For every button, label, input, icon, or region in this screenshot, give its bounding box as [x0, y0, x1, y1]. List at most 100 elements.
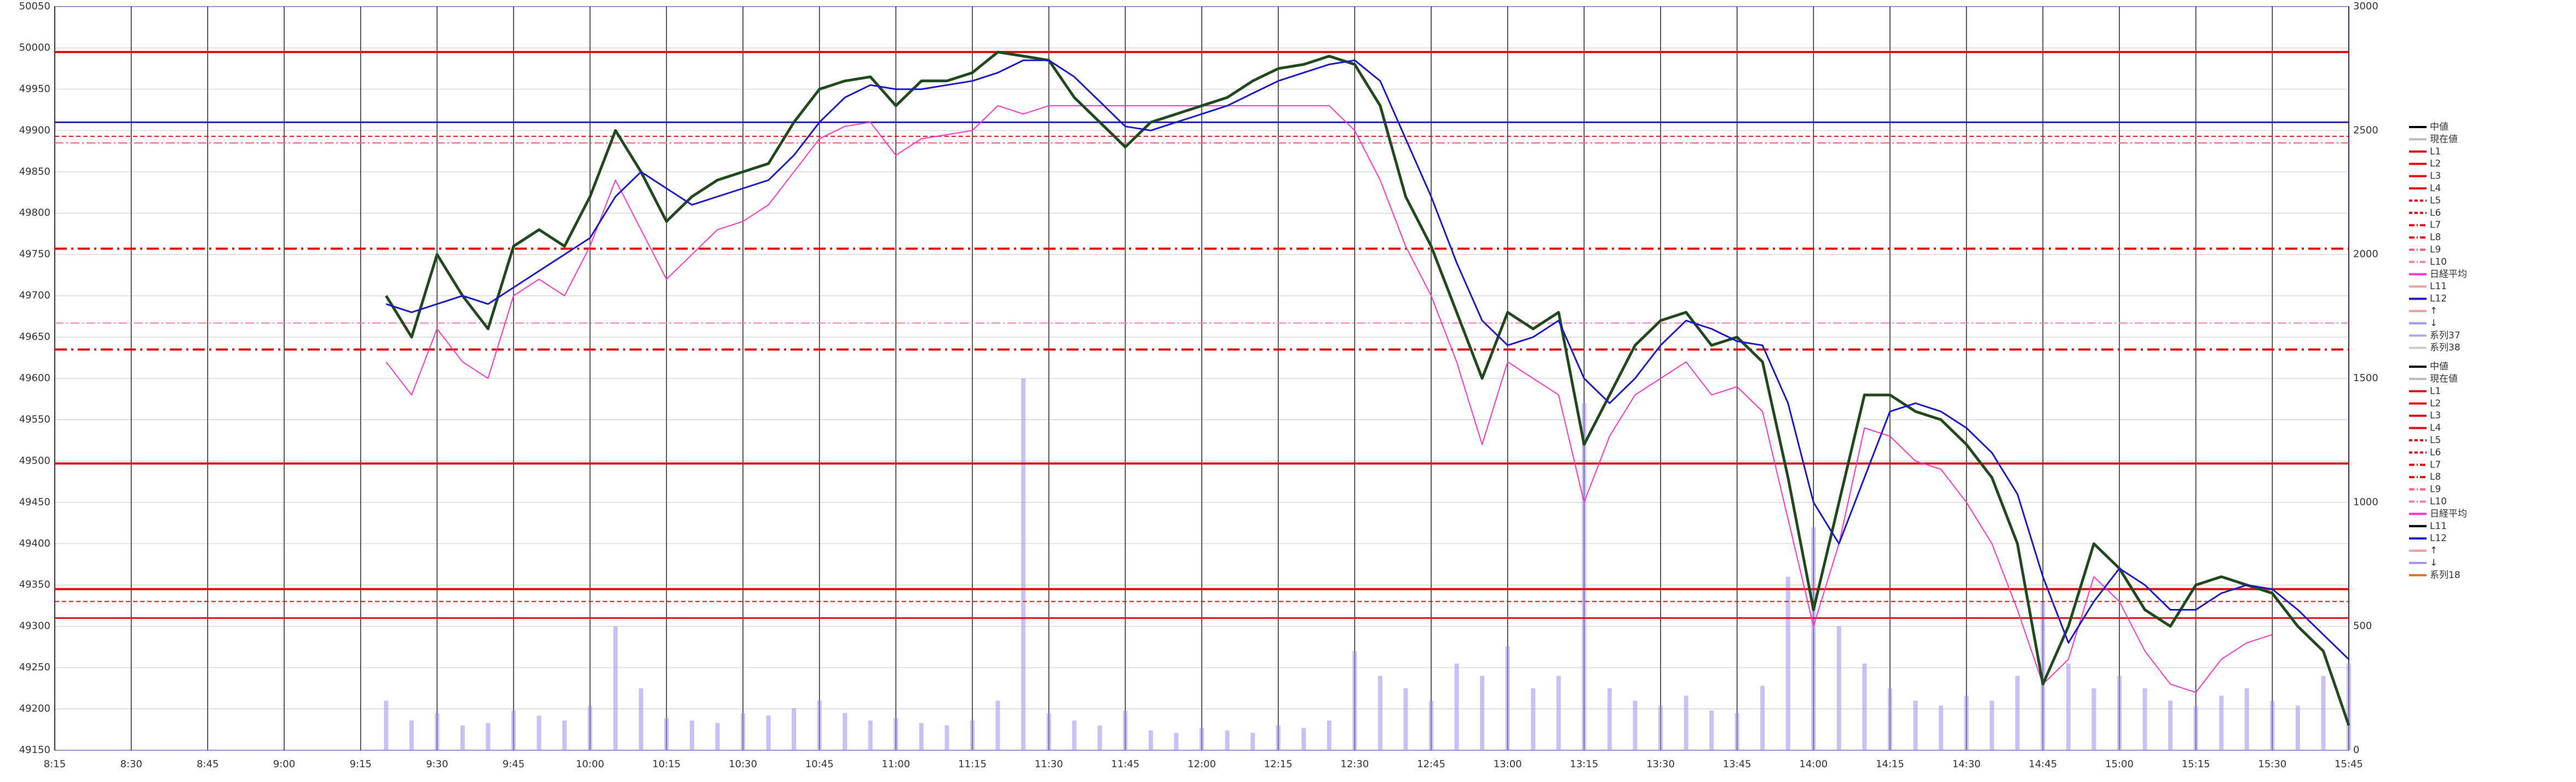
x-tick-label: 11:30 [1035, 758, 1063, 770]
x-tick-label: 15:15 [2182, 758, 2210, 770]
volume-bar [1913, 700, 1918, 750]
volume-bar [741, 713, 745, 750]
series-line [385, 59, 2350, 660]
volume-bar [2193, 705, 2198, 750]
volume-bar [1276, 725, 1281, 750]
legend-label: 日経平均 [2430, 269, 2467, 280]
legend-label: L10 [2430, 496, 2447, 507]
volume-bar [1097, 725, 1102, 750]
y2-tick-label: 2500 [2353, 124, 2378, 136]
legend-label: 系列38 [2430, 342, 2460, 353]
x-tick-label: 14:00 [1799, 758, 1828, 770]
x-tick-label: 14:30 [1952, 758, 1981, 770]
x-tick-label: 15:30 [2258, 758, 2286, 770]
y2-tick-label: 2000 [2353, 249, 2378, 260]
legend-label: L6 [2430, 447, 2441, 458]
volume-bar [2219, 695, 2224, 750]
volume-bar [1148, 730, 1153, 750]
x-tick-label: 12:15 [1264, 758, 1293, 770]
volume-bar [664, 718, 669, 750]
legend-label: 系列37 [2430, 330, 2460, 341]
legend-label: L9 [2430, 244, 2441, 255]
volume-bar [511, 710, 516, 750]
y-tick-label: 49600 [19, 372, 50, 384]
volume-bar [2117, 676, 2122, 750]
legend-label: L9 [2430, 484, 2441, 495]
volume-bar [2015, 676, 2020, 750]
y-tick-label: 49400 [19, 538, 50, 549]
volume-bar [1454, 663, 1459, 750]
legend-label: 系列18 [2430, 570, 2460, 580]
legend-label: L7 [2430, 220, 2441, 231]
x-tick-label: 13:45 [1723, 758, 1751, 770]
x-tick-label: 12:45 [1417, 758, 1445, 770]
y-tick-label: 49650 [19, 331, 50, 343]
legend-label: L3 [2430, 171, 2441, 182]
volume-bar [638, 688, 643, 750]
legend-label: ↑ [2430, 545, 2437, 556]
volume-bar [2066, 663, 2071, 750]
volume-bar [689, 720, 694, 750]
volume-bar [766, 715, 771, 750]
y-tick-label: 49850 [19, 166, 50, 177]
y-tick-label: 49150 [19, 744, 50, 756]
legend-label: L1 [2430, 386, 2441, 396]
volume-bar [1785, 577, 1790, 750]
x-tick-label: 8:30 [120, 758, 142, 770]
x-tick-label: 11:15 [958, 758, 987, 770]
y-tick-label: 49700 [19, 290, 50, 301]
volume-bar [1811, 527, 1816, 750]
volume-bar [537, 715, 541, 750]
x-tick-label: 13:30 [1646, 758, 1675, 770]
volume-bar [1480, 676, 1485, 750]
y2-tick-label: 1000 [2353, 496, 2378, 508]
volume-bar [1990, 700, 1995, 750]
x-tick-label: 14:15 [1876, 758, 1904, 770]
x-tick-label: 10:45 [805, 758, 834, 770]
volume-bar [792, 708, 797, 750]
volume-bar [587, 705, 592, 750]
volume-bar [1939, 705, 1944, 750]
volume-bar [944, 725, 949, 750]
volume-bar [2321, 676, 2326, 750]
volume-bar [1123, 710, 1128, 750]
volume-bar [435, 713, 440, 750]
legend-label: L3 [2430, 410, 2441, 421]
volume-bar [2091, 688, 2096, 750]
legend-label: L10 [2430, 256, 2447, 267]
legend-label: L8 [2430, 472, 2441, 482]
legend-label: L4 [2430, 423, 2441, 434]
volume-bar [1556, 676, 1561, 750]
volume-bar [562, 720, 567, 750]
volume-bar [1403, 688, 1408, 750]
x-tick-label: 13:15 [1570, 758, 1598, 770]
volume-bar [1582, 403, 1587, 750]
x-tick-label: 14:45 [2028, 758, 2057, 770]
volume-bar [2168, 700, 2173, 750]
volume-bar [1888, 688, 1892, 750]
y-tick-label: 49550 [19, 413, 50, 425]
volume-bar [1225, 730, 1230, 750]
y-tick-label: 49950 [19, 83, 50, 95]
volume-bar [1327, 720, 1332, 750]
volume-bar [2041, 601, 2045, 750]
x-tick-label: 8:15 [44, 758, 66, 770]
volume-bar [970, 720, 975, 750]
volume-bar [2244, 688, 2249, 750]
volume-bar [2270, 700, 2275, 750]
volume-bar [1734, 713, 1739, 750]
legend-label: L12 [2430, 533, 2447, 544]
y-tick-label: 49350 [19, 579, 50, 590]
volume-bar [2347, 663, 2351, 750]
volume-bar [1531, 688, 1536, 750]
volume-bar [843, 713, 848, 750]
legend-label: 中値 [2430, 122, 2448, 133]
series-line [385, 105, 2273, 693]
volume-bar [995, 700, 1000, 750]
x-tick-label: 10:30 [729, 758, 757, 770]
legend-label: ↓ [2430, 557, 2437, 568]
x-tick-label: 10:15 [652, 758, 681, 770]
volume-bar [1200, 728, 1204, 750]
legend-label: L8 [2430, 232, 2441, 243]
